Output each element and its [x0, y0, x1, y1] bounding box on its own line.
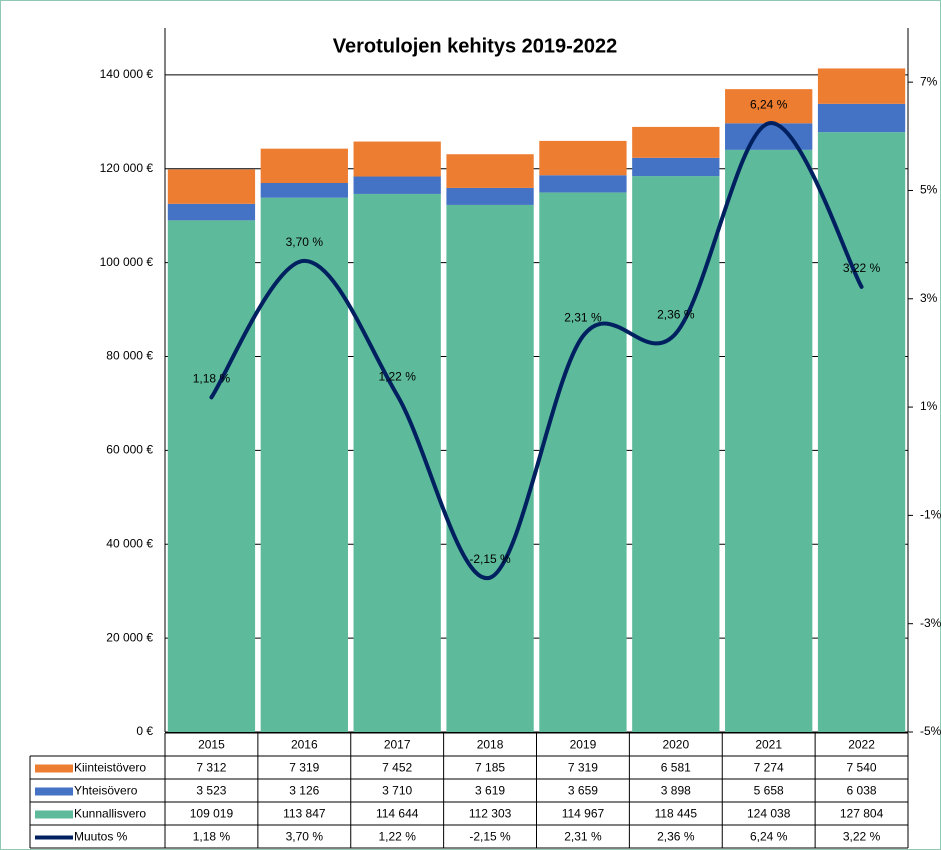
bar-segment: [446, 154, 534, 188]
legend-label: Kiinteistövero: [74, 761, 146, 775]
table-cell: 3 659: [568, 784, 598, 798]
x-tick-label: 2020: [662, 738, 689, 752]
y2-tick-label: -3%: [920, 616, 941, 630]
data-label: 2,36 %: [657, 308, 695, 322]
y-tick-label: 80 000 €: [106, 349, 153, 363]
table-cell: 7 274: [754, 761, 784, 775]
x-tick-label: 2015: [198, 738, 225, 752]
table-cell: 6 581: [661, 761, 691, 775]
table-cell: 6 038: [847, 784, 877, 798]
bar-segment: [260, 148, 348, 184]
y2-tick-label: -5%: [920, 724, 941, 738]
data-label: 2,31 %: [564, 310, 602, 324]
bar-segment: [539, 175, 627, 193]
bar-segment: [725, 89, 813, 124]
bar-segment: [167, 203, 256, 221]
y-tick-label: 0 €: [136, 724, 153, 738]
bar-segment: [353, 176, 441, 194]
bar-segment: [632, 176, 720, 732]
data-label: 3,70 %: [286, 235, 324, 249]
table-cell: 3 619: [475, 784, 505, 798]
x-tick-label: 2019: [570, 738, 597, 752]
y2-tick-label: 1%: [920, 399, 938, 413]
data-label: 1,22 %: [379, 369, 417, 383]
x-tick-label: 2021: [755, 738, 782, 752]
table-cell: 3,70 %: [286, 830, 324, 844]
table-cell: 3 523: [196, 784, 226, 798]
bar-segment: [446, 187, 534, 205]
table-cell: 109 019: [190, 807, 234, 821]
y-tick-label: 60 000 €: [106, 443, 153, 457]
legend-swatch: [35, 787, 73, 796]
data-label: 3,22 %: [843, 261, 881, 275]
table-cell: 3 710: [382, 784, 412, 798]
bar-segment: [167, 220, 256, 732]
table-cell: 124 038: [747, 807, 791, 821]
table-cell: 1,22 %: [379, 830, 417, 844]
bar-segment: [260, 183, 348, 198]
bar-segment: [725, 149, 813, 732]
data-label: -2,15 %: [469, 552, 511, 566]
x-tick-label: 2018: [477, 738, 504, 752]
bar-segment: [632, 157, 720, 177]
bar-segment: [632, 126, 720, 158]
table-cell: 2,31 %: [564, 830, 602, 844]
x-tick-label: 2016: [291, 738, 318, 752]
chart-title: Verotulojen kehitys 2019-2022: [333, 35, 618, 57]
bar-segment: [539, 140, 627, 176]
bar-segment: [446, 204, 534, 733]
y2-tick-label: 5%: [920, 183, 938, 197]
legend-swatch: [35, 810, 73, 819]
table-cell: 5 658: [754, 784, 784, 798]
bar-segment: [167, 169, 256, 204]
table-cell: 7 452: [382, 761, 412, 775]
table-cell: 1,18 %: [193, 830, 231, 844]
data-label: 6,24 %: [750, 97, 788, 111]
table-cell: 7 185: [475, 761, 505, 775]
table-cell: 3,22 %: [843, 830, 881, 844]
bar-segment: [817, 132, 906, 733]
table-cell: 114 967: [562, 807, 605, 821]
bar-segment: [539, 192, 627, 733]
table-cell: 112 303: [469, 807, 512, 821]
table-cell: 7 319: [289, 761, 319, 775]
y-tick-label: 40 000 €: [106, 536, 153, 550]
table-cell: 2,36 %: [657, 830, 695, 844]
y-tick-label: 20 000 €: [106, 630, 153, 644]
y-tick-label: 100 000 €: [100, 255, 154, 269]
y2-tick-label: 7%: [920, 74, 938, 88]
legend-label: Kunnallisvero: [74, 807, 146, 821]
legend-label: Yhteisövero: [74, 784, 138, 798]
x-tick-label: 2022: [848, 738, 875, 752]
bar-segment: [817, 68, 906, 104]
y2-tick-label: -1%: [920, 508, 941, 522]
bar-segment: [817, 103, 906, 133]
y-tick-label: 120 000 €: [100, 161, 154, 175]
table-cell: 113 847: [283, 807, 326, 821]
bar-segment: [353, 141, 441, 177]
table-cell: 7 312: [196, 761, 226, 775]
table-cell: -2,15 %: [469, 830, 511, 844]
table-cell: 6,24 %: [750, 830, 788, 844]
table-cell: 7 540: [847, 761, 877, 775]
legend-label: Muutos %: [74, 830, 128, 844]
x-tick-label: 2017: [384, 738, 411, 752]
y2-tick-label: 3%: [920, 291, 938, 305]
data-label: 1,18 %: [193, 372, 231, 386]
table-cell: 127 804: [840, 807, 884, 821]
y-tick-label: 140 000 €: [100, 67, 154, 81]
legend-swatch: [35, 764, 73, 773]
table-cell: 114 644: [376, 807, 419, 821]
table-cell: 7 319: [568, 761, 598, 775]
bar-segment: [260, 197, 348, 732]
line: [209, 121, 864, 580]
table-cell: 118 445: [655, 807, 698, 821]
bar-segment: [725, 123, 813, 150]
table-cell: 3 898: [661, 784, 691, 798]
table-cell: 3 126: [289, 784, 319, 798]
